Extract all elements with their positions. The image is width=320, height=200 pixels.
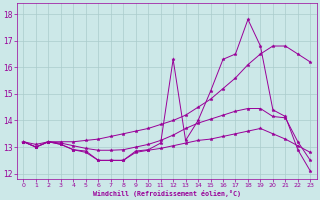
X-axis label: Windchill (Refroidissement éolien,°C): Windchill (Refroidissement éolien,°C) [93, 190, 241, 197]
